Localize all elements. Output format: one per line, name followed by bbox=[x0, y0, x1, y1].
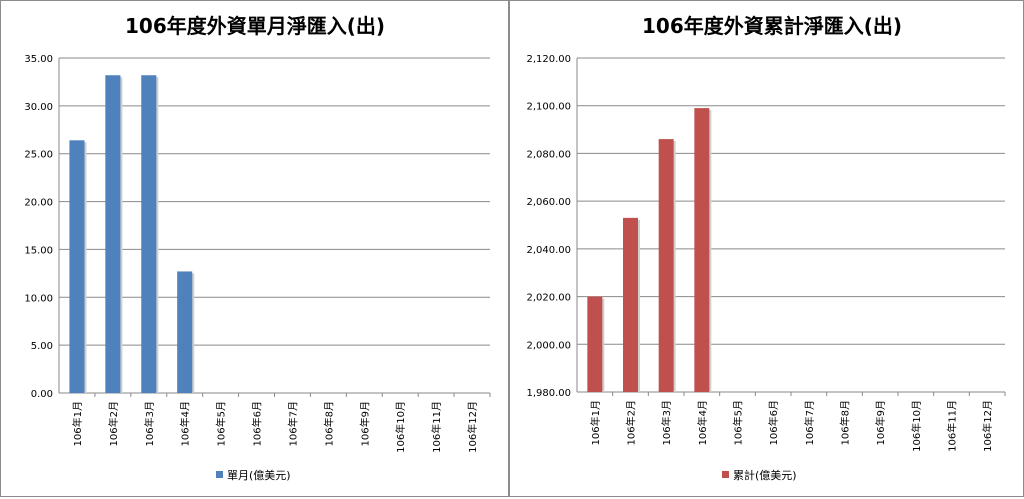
chart-1-legend-swatch bbox=[216, 471, 223, 478]
chart-1-y-tick-label: 25.00 bbox=[24, 150, 53, 161]
chart-2-bar bbox=[694, 108, 710, 392]
chart-1-x-tick-label: 106年8月 bbox=[322, 401, 335, 446]
monthly-net-inflow-chart: 106年度外資單月淨匯入(出) 0.00 5.00 10.00 15.00 20.00 25… bbox=[24, 14, 491, 482]
chart-1-x-tick-label: 106年6月 bbox=[251, 401, 264, 446]
chart-2-bar bbox=[623, 217, 638, 392]
chart-1-y-tick-label: 0.00 bbox=[31, 389, 53, 400]
chart-2-x-tick-label: 106年5月 bbox=[732, 400, 745, 445]
chart-2-x-tick-label: 106年9月 bbox=[874, 400, 887, 445]
chart-1-x-tick-label: 106年7月 bbox=[286, 401, 299, 446]
chart-2-x-tick-label: 106年1月 bbox=[589, 400, 602, 445]
chart-1-bar bbox=[105, 75, 121, 393]
chart-2-y-tick-label: 2,040.00 bbox=[526, 245, 571, 256]
chart-2-y-tick-label: 2,000.00 bbox=[526, 340, 571, 351]
chart-1-legend-label: 單月(億美元) bbox=[227, 469, 291, 482]
chart-2-y-tick-label: 2,060.00 bbox=[526, 197, 571, 208]
chart-2-y-tick-label: 2,020.00 bbox=[526, 293, 571, 304]
chart-2-y-tick-label: 2,080.00 bbox=[526, 149, 571, 160]
chart-2-x-tick-label: 106年11月 bbox=[946, 400, 959, 452]
chart-2-y-tick-label: 2,100.00 bbox=[526, 102, 571, 113]
chart-1-y-tick-label: 15.00 bbox=[24, 245, 53, 256]
chart-2-y-tick-label: 2,120.00 bbox=[526, 54, 571, 65]
chart-2-y-tick-label: 1,980.00 bbox=[526, 388, 571, 399]
chart-2-x-tick-label: 106年2月 bbox=[625, 400, 638, 445]
chart-1-title: 106年度外資單月淨匯入(出) bbox=[125, 14, 385, 38]
chart-1-y-tick-label: 10.00 bbox=[24, 293, 53, 304]
chart-2-bar bbox=[587, 296, 603, 392]
chart-1-bar bbox=[141, 75, 157, 393]
chart-1-x-tick-label: 106年1月 bbox=[71, 401, 84, 446]
chart-2-x-tick-label: 106年8月 bbox=[839, 400, 852, 445]
chart-1-y-tick-label: 20.00 bbox=[24, 198, 53, 209]
chart-2-x-tick-label: 106年7月 bbox=[803, 400, 816, 445]
chart-2-legend-swatch bbox=[722, 471, 729, 478]
chart-2-x-tick-label: 106年12月 bbox=[981, 400, 994, 452]
chart-panel-cumulative: 106年度外資累計淨匯入(出) 1,980.00 2,000.00 2,020.00 2… bbox=[509, 0, 1024, 497]
chart-1-y-tick-label: 30.00 bbox=[24, 102, 53, 113]
chart-2-bar bbox=[658, 139, 674, 392]
chart-1-x-tick-label: 106年4月 bbox=[179, 401, 192, 446]
chart-2-x-tick-label: 106年3月 bbox=[660, 400, 673, 445]
chart-panel-monthly: 106年度外資單月淨匯入(出) 0.00 5.00 10.00 15.00 20.00 25… bbox=[0, 0, 509, 497]
chart-2-title: 106年度外資累計淨匯入(出) bbox=[642, 14, 902, 38]
chart-2-legend-label: 累計(億美元) bbox=[733, 468, 797, 482]
chart-1-y-tick-label: 5.00 bbox=[31, 341, 53, 352]
chart-1-x-tick-label: 106年5月 bbox=[215, 401, 228, 446]
chart-1-x-tick-label: 106年3月 bbox=[143, 401, 156, 446]
chart-1-bar bbox=[69, 140, 85, 393]
chart-1-x-tick-label: 106年9月 bbox=[358, 401, 371, 446]
chart-2-x-tick-label: 106年6月 bbox=[767, 400, 780, 445]
chart-1-x-tick-label: 106年10月 bbox=[394, 401, 407, 453]
chart-1-bar bbox=[177, 271, 193, 393]
chart-2-x-tick-label: 106年4月 bbox=[696, 400, 709, 445]
chart-1-x-tick-label: 106年12月 bbox=[466, 401, 479, 453]
chart-1-x-tick-label: 106年2月 bbox=[107, 401, 120, 446]
chart-1-x-tick-label: 106年11月 bbox=[430, 401, 443, 453]
chart-2-x-tick-label: 106年10月 bbox=[910, 400, 923, 452]
cumulative-net-inflow-chart: 106年度外資累計淨匯入(出) 1,980.00 2,000.00 2,020.00 2… bbox=[526, 14, 1006, 482]
chart-1-y-tick-label: 35.00 bbox=[24, 54, 53, 65]
